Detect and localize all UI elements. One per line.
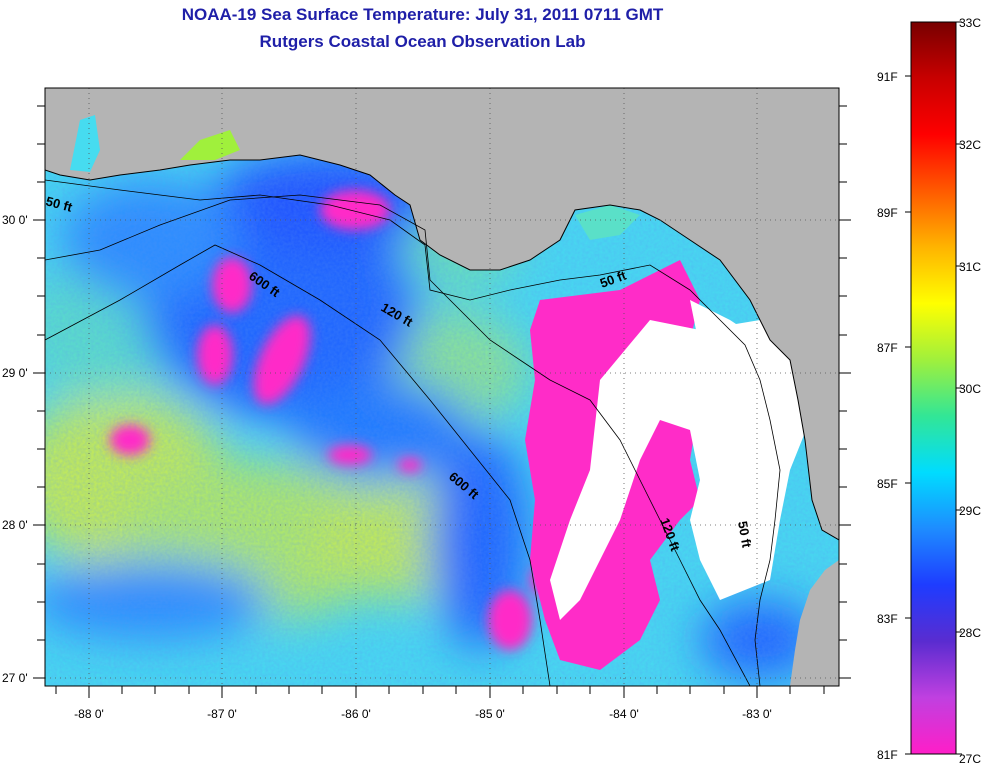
bay-inlet	[70, 115, 100, 172]
lon-tick-label: -83 0'	[742, 707, 772, 721]
colorbar-fahrenheit-label: 89F	[877, 206, 898, 220]
colorbar-celsius-label: 28C	[959, 626, 981, 640]
lat-tick-label: 27 0'	[2, 671, 28, 685]
colorbar-fahrenheit-label: 81F	[877, 748, 898, 762]
colorbar-ticks	[905, 21, 962, 755]
colorbar-celsius-label: 31C	[959, 260, 981, 274]
colorbar-fahrenheit-label: 85F	[877, 477, 898, 491]
colorbar-celsius-label: 33C	[959, 16, 981, 30]
lon-tick-label: -86 0'	[341, 707, 371, 721]
map-subtitle: Rutgers Coastal Ocean Observation Lab	[259, 32, 586, 51]
lat-tick-label: 28 0'	[2, 518, 28, 532]
colorbar-gradient	[910, 21, 957, 755]
contour-120ft	[45, 194, 751, 686]
contour-label: 50 ft	[44, 193, 74, 215]
colorbar-celsius-label: 27C	[959, 752, 981, 766]
contour-600ft	[45, 244, 551, 686]
land-mass-south	[790, 560, 839, 686]
bay-inlet	[180, 130, 240, 160]
lon-tick-label: -85 0'	[475, 707, 505, 721]
cloud-mask	[550, 320, 810, 620]
lon-tick-label: -87 0'	[207, 707, 237, 721]
colorbar-fahrenheit-label: 91F	[877, 70, 898, 84]
land-mass	[45, 88, 839, 540]
map-title: NOAA-19 Sea Surface Temperature: July 31…	[181, 5, 664, 24]
colorbar-fahrenheit-label: 87F	[877, 341, 898, 355]
colorbar-fahrenheit-label: 83F	[877, 612, 898, 626]
colorbar-celsius-label: 32C	[959, 138, 981, 152]
cloud-mask-north	[690, 300, 760, 360]
lat-tick-label: 29 0'	[2, 366, 28, 380]
colorbar-celsius-label: 30C	[959, 382, 981, 396]
lon-tick-label: -84 0'	[609, 707, 639, 721]
contour-label: 50 ft	[735, 520, 755, 550]
lat-tick-label: 30 0'	[2, 213, 28, 227]
map-ticks	[33, 105, 851, 698]
contour-50ft	[45, 179, 781, 686]
coastline	[45, 154, 839, 541]
colorbar-celsius-label: 29C	[959, 504, 981, 518]
map-frame	[44, 87, 840, 687]
lon-tick-label: -88 0'	[74, 707, 104, 721]
